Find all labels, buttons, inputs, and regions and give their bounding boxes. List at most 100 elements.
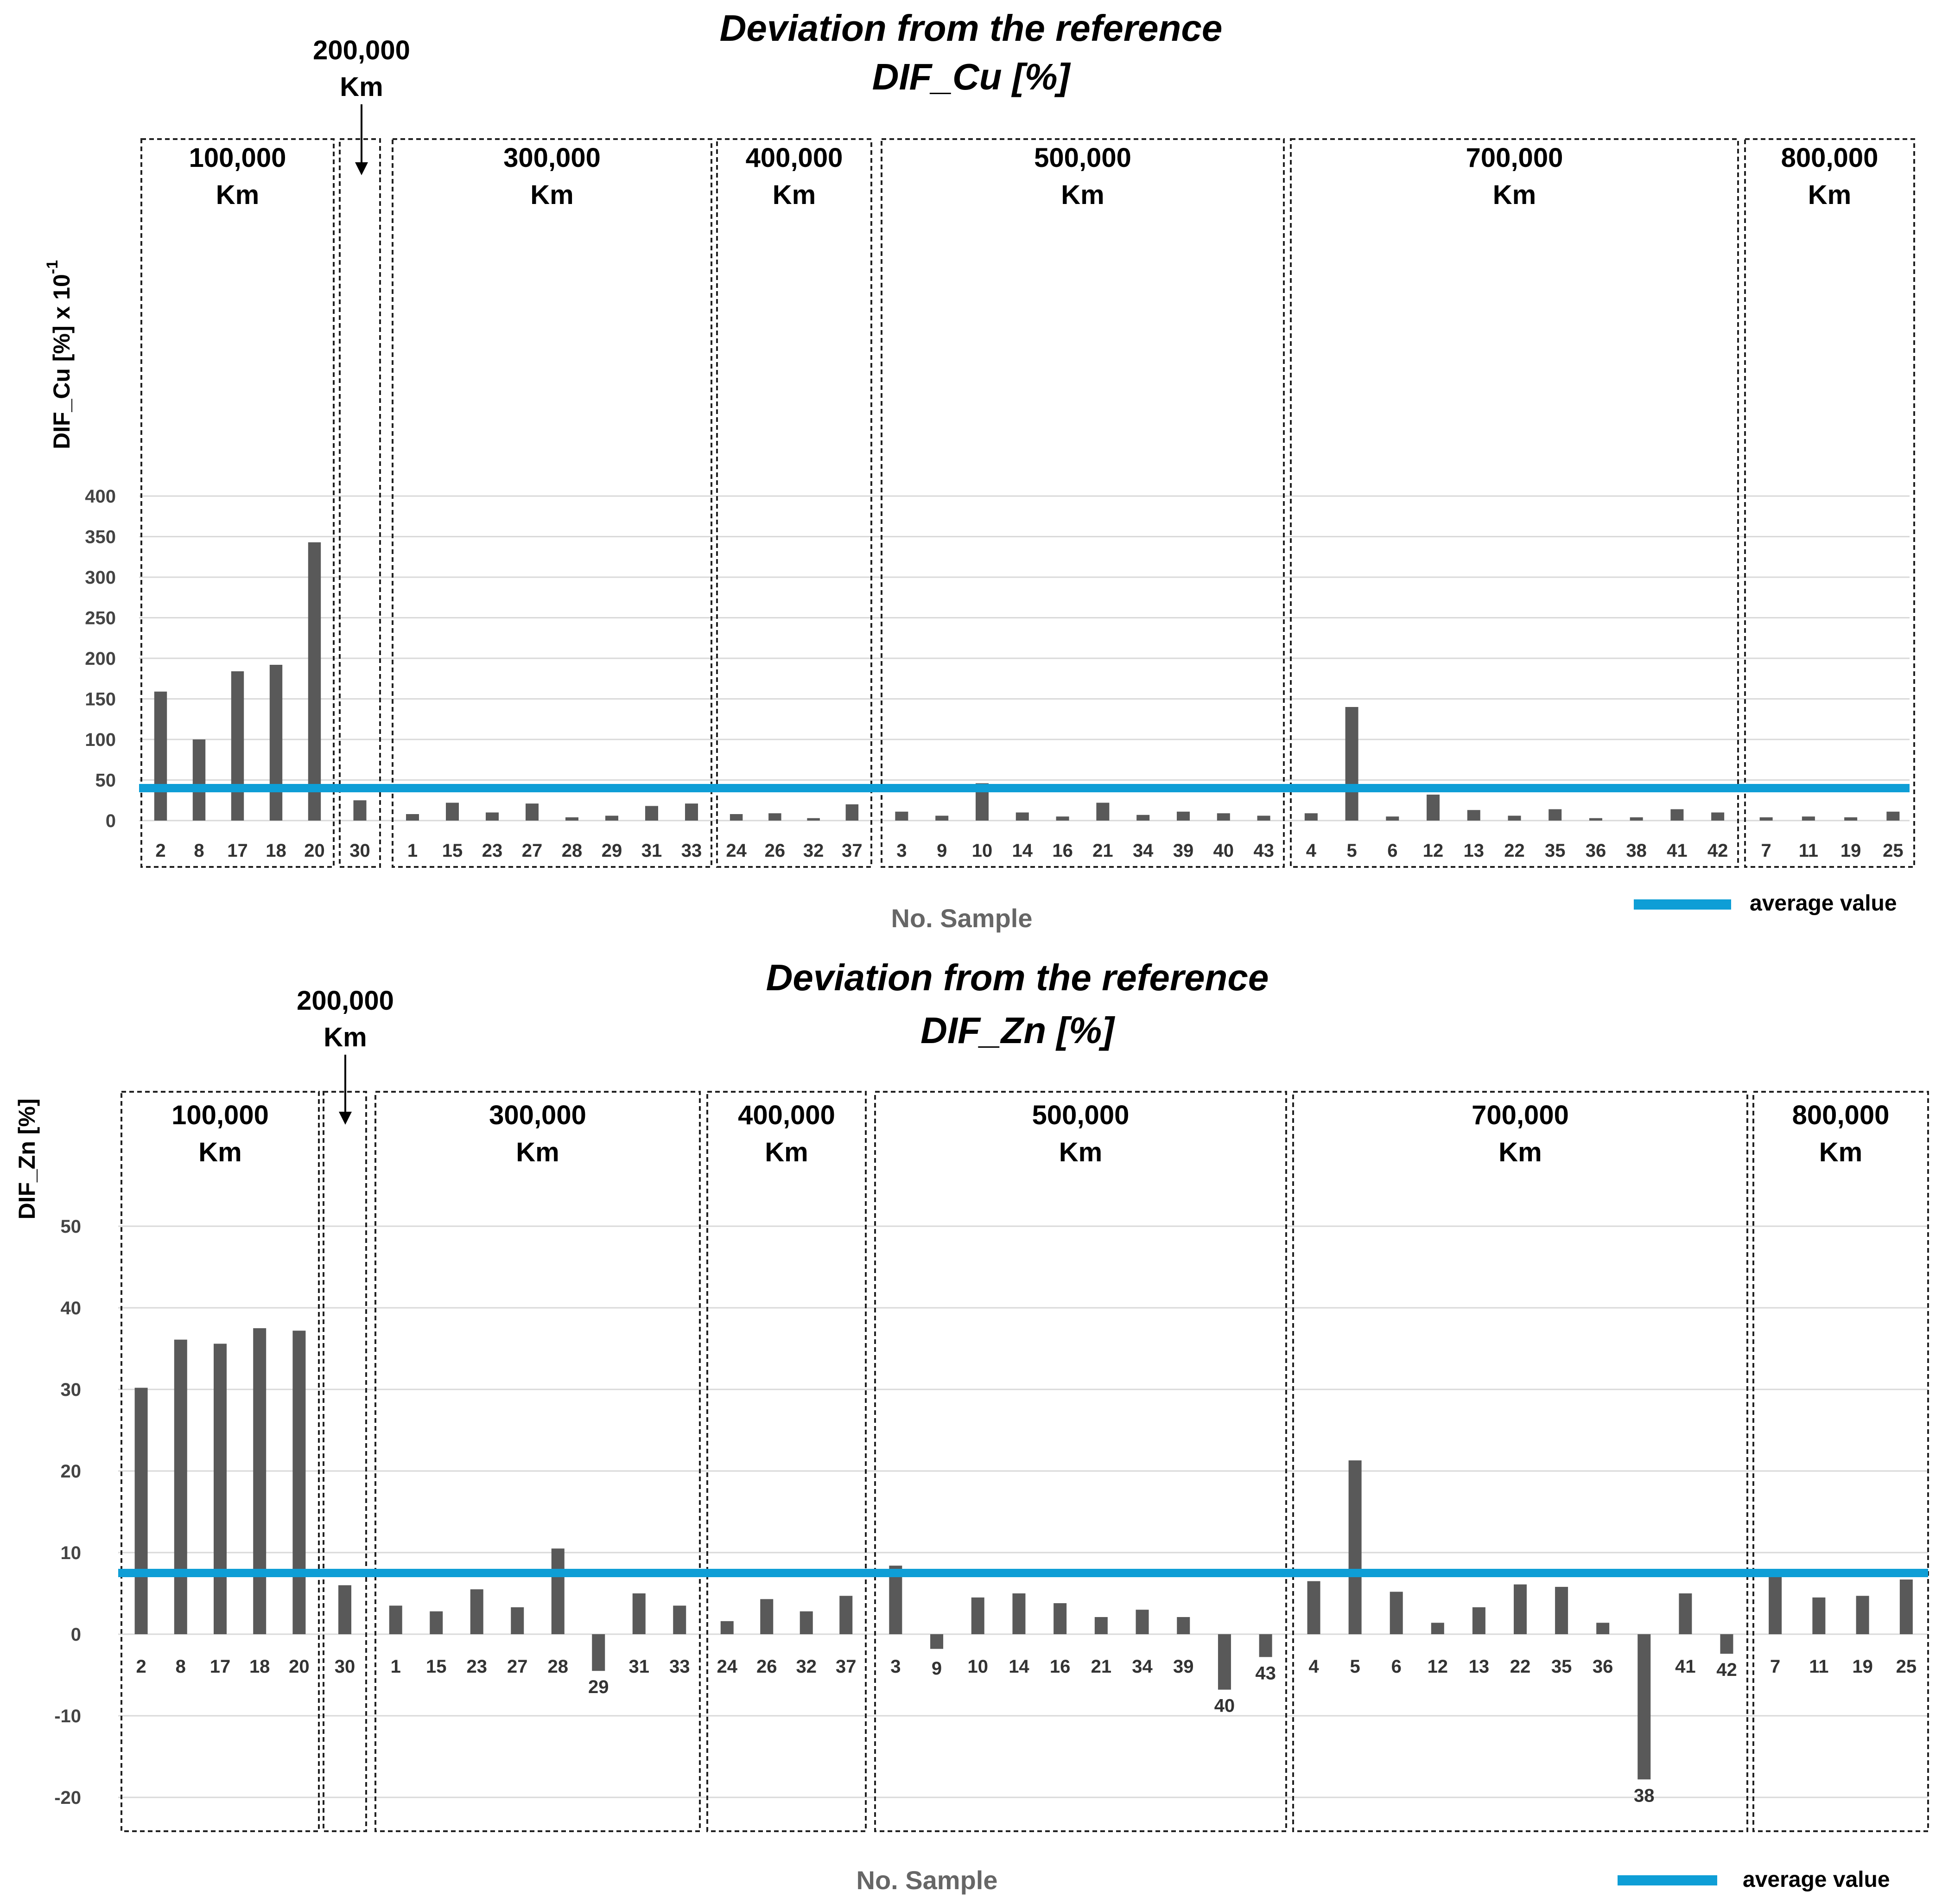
group-box xyxy=(140,138,335,868)
y-tick-label: 0 xyxy=(71,1624,81,1645)
category-label: 21 xyxy=(1092,841,1113,861)
bar xyxy=(1054,1603,1067,1634)
group-box xyxy=(1744,138,1915,868)
bar xyxy=(526,803,539,821)
category-label: 33 xyxy=(669,1656,690,1677)
y-tick-label: 50 xyxy=(61,1216,82,1237)
bar xyxy=(551,1548,565,1634)
category-label: 10 xyxy=(972,841,993,861)
bar xyxy=(935,815,949,821)
legend: average value xyxy=(1618,1867,1890,1892)
category-label: 35 xyxy=(1551,1656,1572,1677)
category-label: 15 xyxy=(426,1656,447,1677)
category-label: 41 xyxy=(1675,1656,1696,1677)
category-label: 26 xyxy=(756,1656,777,1677)
category-label: 36 xyxy=(1586,841,1606,861)
category-label: 40 xyxy=(1214,1696,1235,1716)
group-box xyxy=(392,138,712,868)
bar xyxy=(1886,811,1900,821)
category-label: 24 xyxy=(717,1656,738,1677)
category-label: 4 xyxy=(1306,841,1317,861)
category-label: 5 xyxy=(1350,1656,1360,1677)
bar xyxy=(269,665,283,821)
bar xyxy=(1467,810,1480,821)
group-box xyxy=(339,138,381,868)
category-label: 11 xyxy=(1799,841,1818,861)
bar xyxy=(645,806,658,821)
bar xyxy=(1802,816,1815,821)
y-tick-label: 200 xyxy=(85,649,116,669)
bar xyxy=(470,1589,483,1634)
group-label: 800,000 xyxy=(1792,1100,1890,1130)
group-label: 300,000 xyxy=(503,143,601,173)
y-tick-label: 350 xyxy=(85,527,116,548)
callout-200000: 200,000 Km xyxy=(297,986,394,1125)
bar xyxy=(1555,1586,1568,1634)
bar xyxy=(253,1328,267,1634)
category-label: 5 xyxy=(1346,841,1357,861)
category-label: 6 xyxy=(1391,1656,1402,1677)
chart-title-line1: Deviation from the reference xyxy=(766,957,1269,998)
bar xyxy=(971,1597,984,1634)
y-tick-label: 30 xyxy=(61,1380,82,1400)
category-label: 23 xyxy=(482,841,503,861)
category-label: 21 xyxy=(1091,1656,1112,1677)
category-label: 22 xyxy=(1510,1656,1531,1677)
group-box xyxy=(121,1091,320,1832)
category-label: 1 xyxy=(407,841,418,861)
y-tick-label: 0 xyxy=(106,811,116,831)
group-label: 300,000 xyxy=(489,1100,586,1130)
bar xyxy=(1637,1634,1651,1780)
category-label: 20 xyxy=(304,841,325,861)
bar xyxy=(685,803,698,821)
bar xyxy=(760,1599,774,1634)
group-label: 400,000 xyxy=(738,1100,835,1130)
y-tick-label: 50 xyxy=(95,771,116,791)
bar xyxy=(592,1634,605,1671)
group-label: 700,000 xyxy=(1472,1100,1569,1130)
category-label: 25 xyxy=(1883,841,1904,861)
category-label: 12 xyxy=(1423,841,1444,861)
group-box xyxy=(881,138,1285,868)
callout-unit: Km xyxy=(340,72,383,102)
category-label: 4 xyxy=(1308,1656,1319,1677)
category-label: 18 xyxy=(266,841,286,861)
y-tick-label: 300 xyxy=(85,567,116,588)
category-label: 15 xyxy=(442,841,463,861)
y-axis-title-text: DIF_Cu [%] x 10-1 xyxy=(44,260,75,449)
category-label: 39 xyxy=(1173,841,1194,861)
category-label: 30 xyxy=(349,841,370,861)
y-axis-title-text: DIF_Zn [%] xyxy=(14,1098,40,1219)
category-label: 19 xyxy=(1840,841,1861,861)
category-label: 39 xyxy=(1173,1656,1194,1677)
chart-title-line1: Deviation from the reference xyxy=(720,7,1223,49)
category-label: 31 xyxy=(629,1656,650,1677)
bar xyxy=(1304,813,1318,821)
bar xyxy=(1431,1623,1444,1634)
bar xyxy=(231,671,244,821)
callout-value: 200,000 xyxy=(313,35,410,65)
category-label: 3 xyxy=(890,1656,901,1677)
bars xyxy=(134,1328,1913,1780)
group-label: 500,000 xyxy=(1034,143,1131,173)
category-label: 9 xyxy=(937,841,947,861)
category-label: 10 xyxy=(968,1656,989,1677)
bar xyxy=(673,1605,686,1634)
bar xyxy=(1769,1570,1782,1634)
group-label: 800,000 xyxy=(1781,143,1879,173)
bar xyxy=(338,1585,351,1634)
group-label: 400,000 xyxy=(746,143,843,173)
category-label: 30 xyxy=(335,1656,355,1677)
group-unit-label: Km xyxy=(1059,1137,1102,1167)
category-label: 20 xyxy=(289,1656,310,1677)
category-label: 43 xyxy=(1253,841,1274,861)
bar xyxy=(1549,809,1562,821)
category-label: 2 xyxy=(136,1656,146,1677)
category-label: 37 xyxy=(842,841,863,861)
bar xyxy=(486,812,499,821)
category-label: 7 xyxy=(1770,1656,1780,1677)
group-box xyxy=(1292,1091,1748,1832)
bar xyxy=(1348,1460,1362,1634)
y-ticks: 0 50 100 150 200 250 300 350 400 xyxy=(85,486,116,831)
